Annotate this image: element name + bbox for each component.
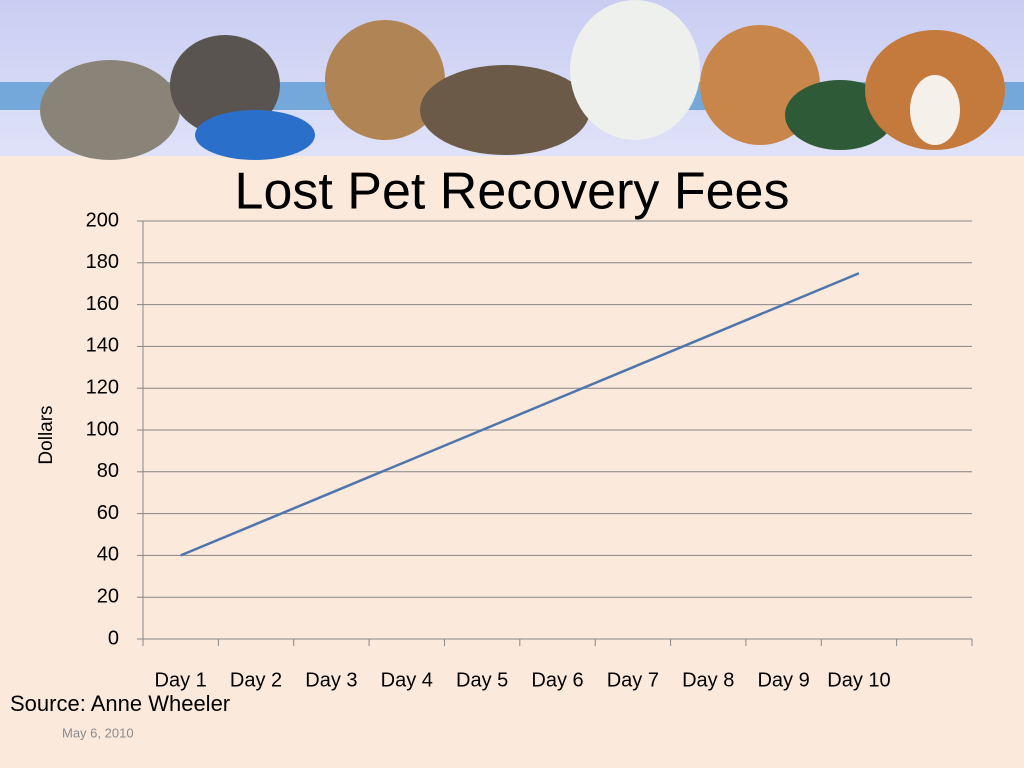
y-tick-label: 40 (97, 544, 119, 566)
x-tick-label: Day 1 (155, 669, 207, 691)
y-tick-label: 60 (97, 502, 119, 524)
x-tick-label: Day 6 (531, 669, 583, 691)
plot-area: 0 20 40 60 80 100 120 140 160 180 200 Day 1 Day 2 Day… (86, 209, 973, 691)
x-tick-label: Day 8 (682, 669, 734, 691)
slide-date: May 6, 2010 (62, 725, 134, 740)
y-tick-label: 80 (97, 460, 119, 482)
y-tick-label: 160 (86, 293, 119, 315)
y-tick-label: 140 (86, 335, 119, 357)
x-tick-label: Day 9 (757, 669, 809, 691)
data-line (180, 272, 860, 557)
y-tick-label: 100 (86, 418, 119, 440)
x-tick-label: Day 3 (305, 669, 357, 691)
source-note: Source: Anne Wheeler (10, 691, 230, 716)
y-tick-label: 180 (86, 251, 119, 273)
y-tick-label: 20 (97, 585, 119, 607)
y-tick-label: 200 (86, 209, 119, 231)
y-axis-label: Dollars (36, 405, 57, 464)
chart-title: Lost Pet Recovery Fees (235, 163, 790, 221)
x-tick-label: Day 4 (381, 669, 433, 691)
x-tick-label: Day 2 (230, 669, 282, 691)
x-tick-label: Day 7 (607, 669, 659, 691)
y-tick-label: 0 (108, 627, 119, 649)
x-tick-label: Day 10 (827, 669, 890, 691)
x-tick-label: Day 5 (456, 669, 508, 691)
y-tick-label: 120 (86, 376, 119, 398)
header-banner (0, 0, 1024, 160)
